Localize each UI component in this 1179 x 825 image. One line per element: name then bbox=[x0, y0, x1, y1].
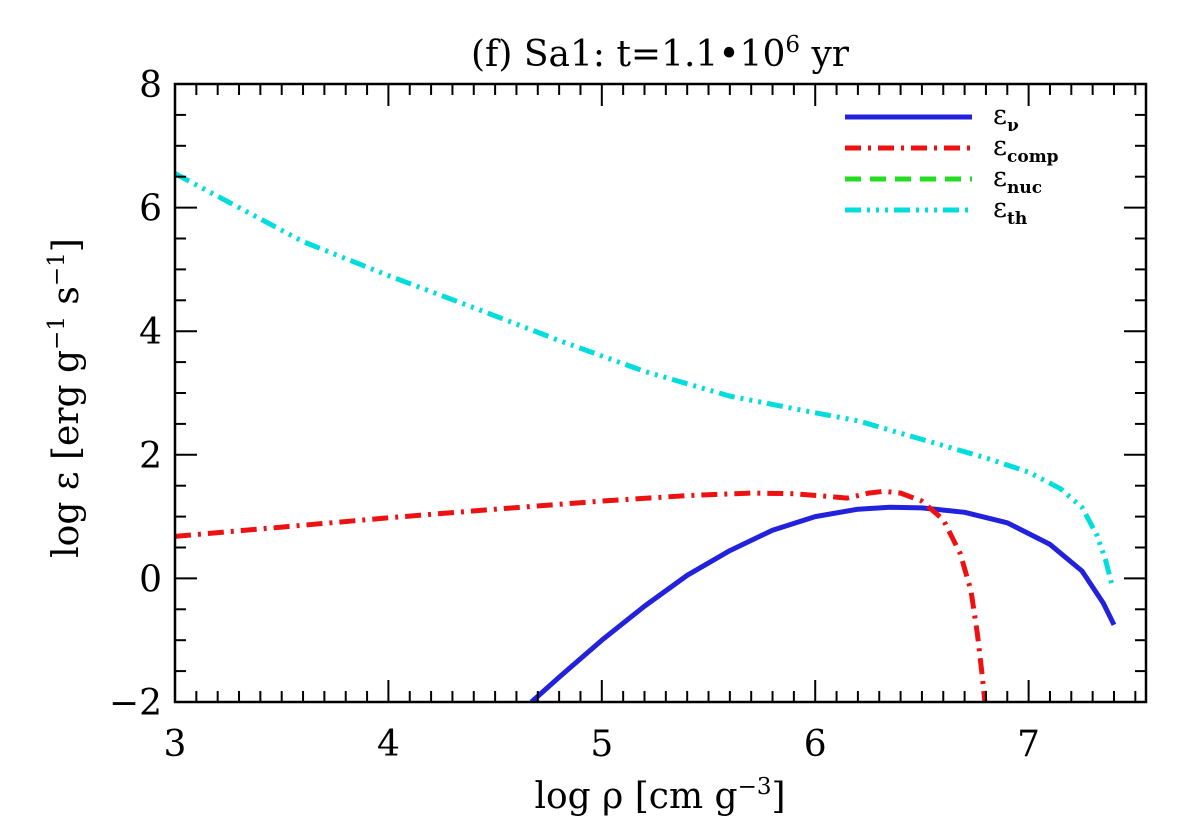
series-line-nu bbox=[529, 504, 1117, 702]
x-tick-label: 6 bbox=[804, 724, 827, 765]
y-tick-label: 8 bbox=[139, 65, 162, 106]
legend-label-nuc: εnuc bbox=[993, 162, 1042, 198]
legend-label-sub: nuc bbox=[1007, 178, 1042, 198]
legend-label-base: ε bbox=[993, 131, 1007, 162]
y-axis-label-tail: ] bbox=[46, 238, 87, 252]
x-tick-label: 3 bbox=[164, 724, 187, 765]
x-axis-label-main: log ρ [cm g bbox=[534, 776, 737, 817]
y-tick-label: 2 bbox=[139, 436, 162, 477]
series-line-comp bbox=[175, 488, 988, 702]
y-tick-label: 0 bbox=[139, 559, 162, 600]
chart-title-tail: yr bbox=[800, 34, 850, 75]
plot-area bbox=[175, 171, 1117, 702]
legend-label-sub: ν bbox=[1007, 116, 1019, 136]
x-axis-label: log ρ [cm g−3] bbox=[534, 774, 785, 817]
y-axis-label: log ε [erg g−1 s−1] bbox=[44, 238, 87, 558]
y-tick-label: 6 bbox=[139, 189, 162, 230]
legend-label-base: ε bbox=[993, 162, 1007, 193]
legend-label-base: ε bbox=[993, 193, 1007, 224]
y-axis-label-main: log ε [erg g bbox=[46, 350, 87, 558]
chart-title: (f) Sa1: t=1.1•106 yr bbox=[471, 32, 850, 75]
y-axis-label-sup2: −1 bbox=[44, 252, 70, 286]
y-tick-label: 4 bbox=[139, 312, 162, 353]
axes: 3 4 5 6 7 −2 0 2 4 6 8 bbox=[109, 65, 1148, 765]
x-axis-label-tail: ] bbox=[771, 776, 785, 817]
legend-label-nu: εν bbox=[993, 100, 1019, 136]
y-axis-label-sup1: −1 bbox=[44, 316, 70, 350]
y-tick-label: −2 bbox=[109, 683, 162, 724]
chart-title-sup: 6 bbox=[785, 32, 800, 58]
x-tick-label: 7 bbox=[1017, 724, 1040, 765]
legend-label-base: ε bbox=[993, 100, 1007, 131]
x-axis-label-sup: −3 bbox=[738, 774, 772, 800]
x-tick-label: 4 bbox=[377, 724, 400, 765]
y-axis-label-mid: s bbox=[46, 286, 87, 316]
legend-label-sub: th bbox=[1007, 209, 1027, 229]
legend-label-sub: comp bbox=[1007, 147, 1059, 167]
legend-label-th: εth bbox=[993, 193, 1027, 229]
chart-title-main: (f) Sa1: t=1.1•10 bbox=[471, 34, 785, 75]
legend-label-comp: εcomp bbox=[993, 131, 1059, 167]
x-tick-label: 5 bbox=[590, 724, 613, 765]
